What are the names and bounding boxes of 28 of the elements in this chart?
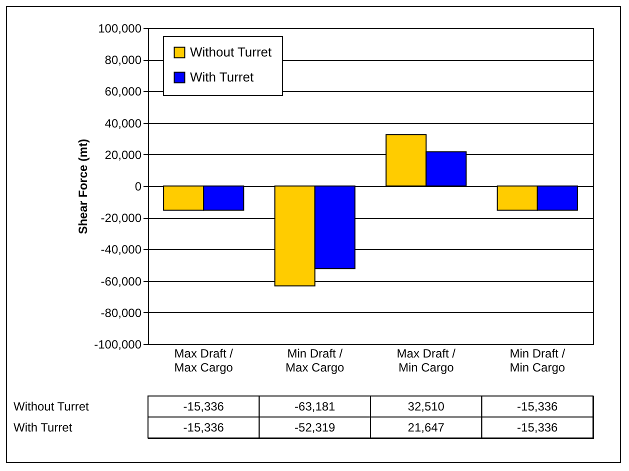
x-tick-label: Max Draft / Max Cargo [174, 346, 234, 374]
legend-label: Without Turret [190, 44, 272, 60]
x-tick-label: Min Draft / Min Cargo [510, 346, 566, 374]
y-tick-label: -80,000 [100, 306, 142, 320]
data-label: -15,336 [183, 400, 224, 414]
y-tick-label: -20,000 [100, 211, 142, 226]
y-tick-label: 100,000 [98, 22, 142, 36]
y-tick-label: 0 [134, 180, 142, 194]
data-label: 21,647 [408, 420, 445, 434]
x-tick-label: Max Draft / Min Cargo [396, 346, 456, 374]
text: Without Turret [14, 400, 89, 414]
y-tick-label: 80,000 [104, 53, 142, 68]
y-tick-label: -60,000 [100, 274, 142, 288]
y-axis-title: Shear Force (mt) [76, 138, 90, 234]
data-label: -15,336 [517, 400, 558, 414]
y-tick-label: 60,000 [104, 84, 142, 99]
y-tick-label: 20,000 [104, 148, 142, 162]
data-label: -15,336 [183, 420, 224, 434]
y-tick-label: -100,000 [94, 338, 142, 352]
text: With Turret [14, 420, 72, 434]
data-label: -52,319 [294, 420, 336, 434]
legend-label: With Turret [190, 70, 254, 84]
data-label: 32,510 [408, 400, 445, 414]
data-label: -15,336 [517, 420, 558, 434]
y-tick-label: -40,000 [100, 242, 142, 257]
y-tick-label: 40,000 [104, 116, 142, 130]
x-tick-label: Min Draft / Max Cargo [286, 346, 345, 374]
data-label: -63,181 [294, 400, 336, 414]
